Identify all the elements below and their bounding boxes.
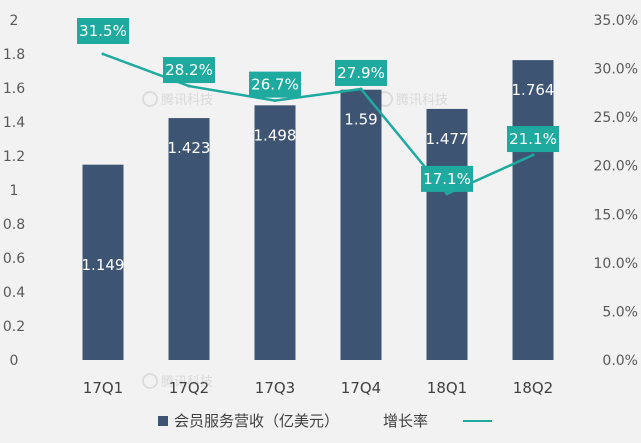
line-point [359,87,363,91]
line-data-label: 31.5% [79,22,127,40]
right-tick-label: 35.0% [594,13,638,29]
bar [254,105,296,360]
category-label: 18Q2 [513,379,553,397]
right-tick-label: 25.0% [594,110,638,126]
category-label: 17Q4 [341,379,381,397]
legend-line-label: 增长率 [383,412,428,430]
bar-labels: 1.149 1.423 1.498 1.59 1.477 1.764 [82,81,555,274]
left-tick-label: 0 [10,353,19,369]
tencent-logo-icon [142,373,158,389]
legend-bar-label: 会员服务营收（亿美元） [174,412,339,430]
bar-series [82,60,554,361]
legend: 会员服务营收（亿美元） 增长率 [158,412,492,430]
bar [168,118,210,360]
left-tick-label: 0.8 [3,217,25,233]
line-label-box [163,57,215,84]
line-label-box [335,59,387,86]
category-label: 17Q3 [255,379,295,397]
line-labels: 31.5% 28.2% 26.7% 27.9% 17.1% 21.1% [77,18,559,192]
category-label: 17Q2 [169,379,209,397]
watermark-text: 腾讯科技 [396,92,448,108]
bar-data-label: 1.59 [344,111,377,129]
line-data-label: 26.7% [251,76,299,94]
left-tick-label: 1.4 [3,115,25,131]
line-point [101,52,105,56]
right-tick-label: 20.0% [594,159,638,175]
category-axis: 17Q1 17Q2 17Q3 17Q4 18Q1 18Q2 [83,379,553,397]
bar-data-label: 1.477 [426,130,469,148]
line-data-label: 17.1% [423,170,471,188]
line-point [187,84,191,88]
left-tick-label: 1.2 [3,149,25,165]
line-point [531,153,535,157]
right-axis: 0.0% 5.0% 10.0% 15.0% 20.0% 25.0% 30.0% 35.0% [594,13,638,369]
line-data-label: 21.1% [509,130,557,148]
bar [426,108,468,360]
bar [340,89,382,360]
bar-data-label: 1.149 [82,256,125,274]
bar [82,164,124,360]
line-label-box [421,165,473,192]
tencent-logo-icon [142,91,158,107]
line-label-box [249,71,301,98]
category-label: 17Q1 [83,379,123,397]
watermark-text: 腾讯科技 [161,374,213,390]
left-axis: 0 0.2 0.4 0.6 0.8 1 1.2 1.4 1.6 1.8 2 [3,13,25,369]
category-label: 18Q1 [427,379,467,397]
left-tick-label: 0.2 [3,319,25,335]
right-tick-label: 5.0% [602,304,638,320]
left-tick-label: 1.8 [3,47,25,63]
bar [512,60,554,361]
right-tick-label: 30.0% [594,62,638,78]
line-label-box [77,18,129,44]
line-point [445,192,449,196]
bar-data-label: 1.498 [254,126,297,144]
line-data-label: 28.2% [165,61,213,79]
right-tick-label: 15.0% [594,207,638,223]
left-tick-label: 1 [10,183,19,199]
left-tick-label: 0.6 [3,251,25,267]
right-tick-label: 0.0% [602,353,638,369]
line-data-label: 27.9% [337,64,385,82]
line-point [273,99,277,103]
left-tick-label: 0.4 [3,285,25,301]
right-tick-label: 10.0% [594,256,638,272]
left-tick-label: 2 [10,13,19,29]
bar-data-label: 1.764 [512,81,555,99]
watermark-text: 腾讯科技 [161,92,213,108]
line-label-box [507,126,559,153]
bar-data-label: 1.423 [168,139,211,157]
left-tick-label: 1.6 [3,81,25,97]
legend-bar-swatch [158,416,168,426]
